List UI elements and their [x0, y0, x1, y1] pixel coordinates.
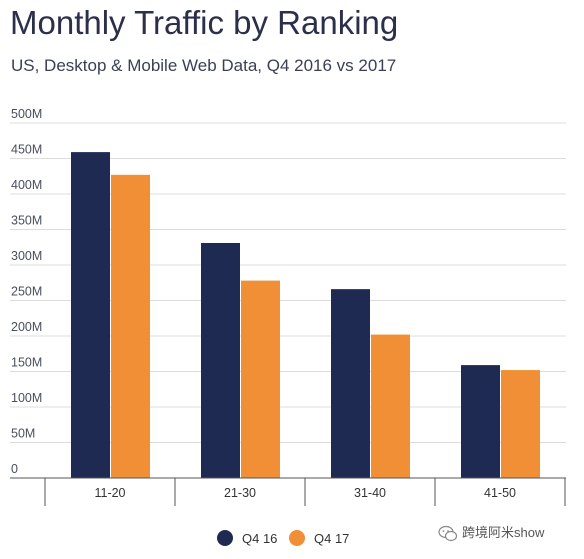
wechat-icon	[438, 525, 458, 542]
x-tick-label: 31-40	[354, 486, 386, 500]
bar-q4-17-41-50	[501, 370, 540, 478]
bar-q4-16-11-20	[71, 152, 110, 479]
bars	[71, 152, 540, 479]
bar-q4-16-31-40	[331, 289, 370, 478]
legend-swatch	[289, 530, 305, 546]
chart-title: Monthly Traffic by Ranking	[10, 4, 399, 41]
y-axis-tick-labels: 0 50M 100M 150M 200M 250M 300M 350M 400M 450M 500M	[11, 107, 42, 476]
y-tick-label: 50M	[11, 427, 35, 441]
bar-q4-16-41-50	[461, 365, 500, 478]
y-tick-label: 250M	[11, 285, 42, 299]
y-tick-label: 100M	[11, 391, 42, 405]
legend-label: Q4 17	[314, 531, 349, 546]
watermark: 跨境阿米show	[438, 525, 545, 542]
y-tick-label: 0	[11, 462, 18, 476]
x-tick-label: 41-50	[484, 486, 516, 500]
x-axis: 11-20 21-30 31-40 41-50	[10, 477, 566, 506]
y-tick-label: 150M	[11, 356, 42, 370]
y-tick-label: 300M	[11, 249, 42, 263]
chart-subtitle: US, Desktop & Mobile Web Data, Q4 2016 v…	[11, 56, 397, 75]
legend-swatch	[217, 530, 233, 546]
bar-q4-17-11-20	[111, 174, 150, 478]
bar-q4-17-21-30	[241, 280, 280, 478]
bar-q4-17-31-40	[371, 334, 410, 478]
x-tick-label: 11-20	[94, 486, 125, 500]
watermark-text: 跨境阿米show	[462, 525, 545, 540]
x-tick-label: 21-30	[224, 486, 256, 500]
y-tick-label: 350M	[11, 214, 42, 228]
y-tick-label: 200M	[11, 320, 42, 334]
y-tick-label: 450M	[11, 143, 42, 157]
legend-label: Q4 16	[242, 531, 277, 546]
y-tick-label: 500M	[11, 107, 42, 121]
legend: Q4 16 Q4 17	[217, 530, 349, 546]
bar-q4-16-21-30	[201, 242, 240, 478]
y-tick-label: 400M	[11, 178, 42, 192]
